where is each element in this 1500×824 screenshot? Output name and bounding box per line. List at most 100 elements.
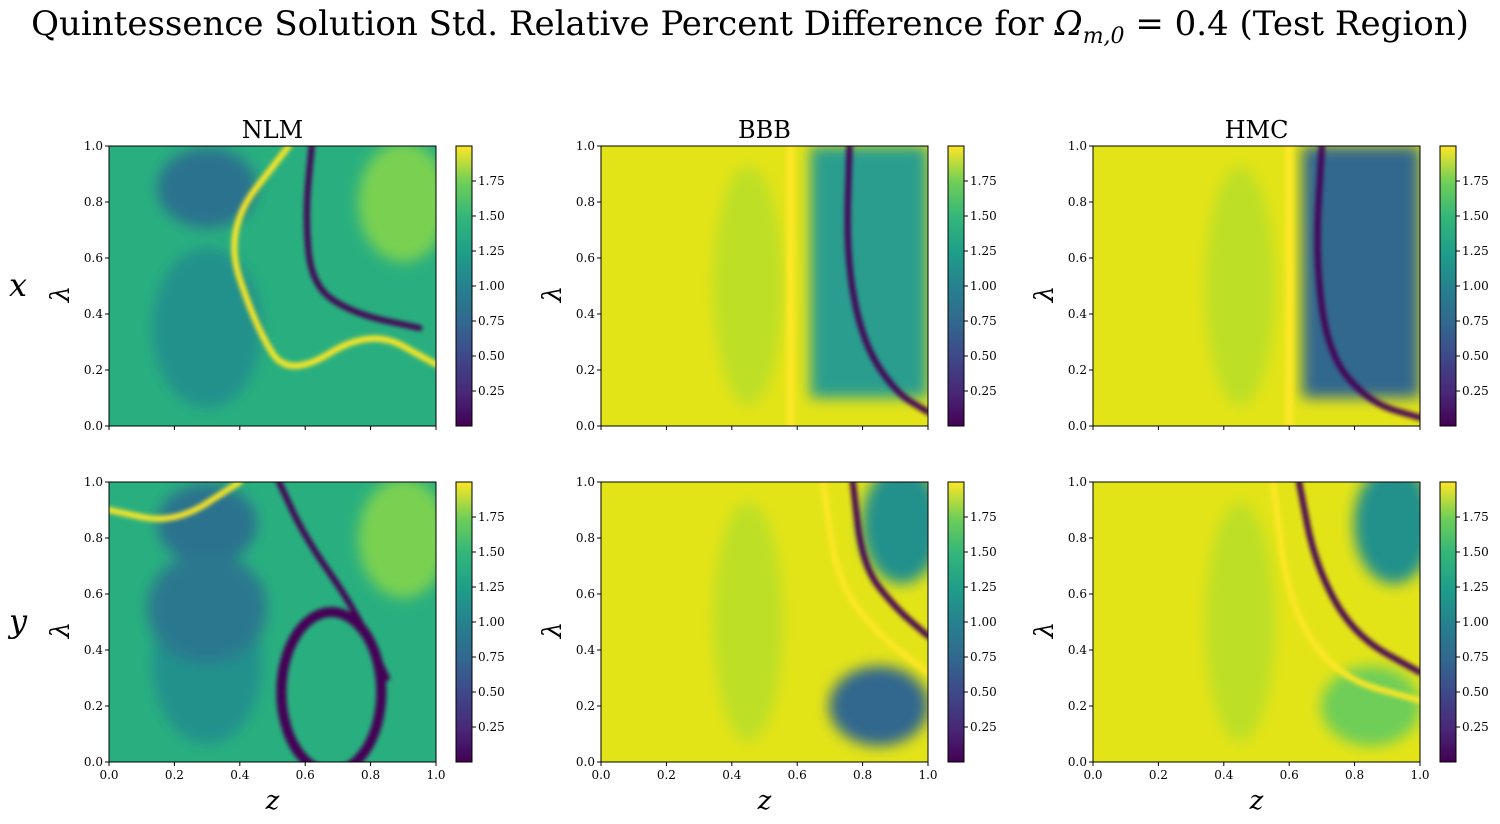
colorbar-tick-label: 0.50: [478, 349, 505, 363]
y-tick-label: 0.4: [1068, 643, 1087, 657]
y-tick-label: 0.6: [84, 251, 103, 265]
axes-frame: [1092, 145, 1421, 427]
heatmap-features: [109, 482, 390, 762]
shade-blob: [152, 248, 263, 408]
y-tick-label: 1.0: [1068, 475, 1087, 489]
shade-blob: [157, 484, 258, 564]
colorbar-tick-label: 1.25: [970, 580, 997, 594]
x-tick-label: 0.2: [1149, 768, 1168, 782]
row-label-y: y: [7, 602, 28, 640]
y-tick-label: 0.6: [576, 251, 595, 265]
colorbar-tick-label: 1.75: [478, 510, 505, 524]
y-tick-label: 0.2: [576, 363, 595, 377]
feature-curve: [820, 482, 928, 676]
y-tick-label: 1.0: [84, 139, 103, 153]
colorbar-tick-label: 1.75: [1462, 510, 1489, 524]
feature-curve: [1314, 146, 1420, 421]
colorbar: [1439, 481, 1457, 763]
x-tick-label: 0.6: [296, 768, 315, 782]
y-axis-label: λ: [46, 286, 76, 303]
colorbar: [947, 481, 965, 763]
x-tick-label: 0.4: [722, 768, 741, 782]
x-tick-label: 0.6: [1280, 768, 1299, 782]
y-tick-label: 0.4: [576, 307, 595, 321]
y-tick-label: 0.0: [84, 419, 103, 433]
heatmap-features: [231, 146, 436, 369]
feature-curve: [109, 482, 243, 522]
colorbar-tick-label: 0.75: [970, 650, 997, 664]
feature-curve: [303, 146, 423, 331]
colorbar-tick-label: 1.75: [970, 510, 997, 524]
y-tick-label: 1.0: [1068, 139, 1087, 153]
colorbar-tick-label: 1.00: [970, 279, 997, 293]
y-tick-label: 1.0: [576, 475, 595, 489]
colorbar-tick-label: 1.25: [478, 244, 505, 258]
shade-blob: [147, 553, 268, 663]
heatmap-features: [820, 482, 928, 676]
heatmap-features: [1285, 146, 1420, 426]
feature-curve: [231, 146, 436, 369]
figure-title-omega: Ω: [1054, 4, 1083, 44]
x-axis-label: z: [1249, 786, 1264, 816]
figure-title-suffix: = 0.4 (Test Region): [1124, 4, 1469, 44]
heatmap-panel-y-bbb: 0.0 0.2 0.4 0.6 0.8 1.0 0.0 0.2 0.4 0.6 0.8 1.0 λ z 0.…: [538, 475, 997, 816]
feature-curve: [844, 146, 928, 415]
shade-blob: [861, 482, 928, 584]
colorbar-tick-label: 1.25: [970, 244, 997, 258]
y-tick-label: 0.0: [84, 755, 103, 769]
colorbar-tick-label: 1.00: [478, 279, 505, 293]
y-tick-label: 0.0: [1068, 755, 1087, 769]
y-axis-label: λ: [538, 286, 568, 303]
colorbar-tick-label: 0.75: [1462, 650, 1489, 664]
colorbar-tick-label: 1.75: [1462, 174, 1489, 188]
y-tick-label: 0.4: [84, 643, 103, 657]
colorbar-tick-label: 1.25: [1462, 244, 1489, 258]
x-tick-label: 0.0: [591, 768, 610, 782]
shade-blob: [1320, 666, 1420, 746]
x-axis-label: z: [757, 786, 772, 816]
shade-blob: [713, 502, 784, 742]
feature-curve: [849, 482, 928, 639]
heatmap-shading: [1205, 146, 1420, 406]
y-tick-label: 0.2: [1068, 363, 1087, 377]
colorbar-tick-label: 1.50: [1462, 545, 1489, 559]
x-axis-label: z: [265, 786, 280, 816]
axes-frame: [108, 145, 437, 427]
y-tick-label: 1.0: [84, 475, 103, 489]
y-axis-label: λ: [538, 622, 568, 639]
feature-curve: [1296, 482, 1420, 676]
y-tick-label: 0.0: [576, 419, 595, 433]
heatmap-shading: [713, 146, 928, 406]
x-tick-label: 0.4: [1214, 768, 1233, 782]
colorbar: [947, 145, 965, 427]
colorbar-tick-label: 1.50: [1462, 209, 1489, 223]
colorbar-tick-label: 0.50: [970, 349, 997, 363]
y-tick-label: 0.6: [576, 587, 595, 601]
y-tick-label: 0.8: [84, 195, 103, 209]
heatmap-image: [601, 146, 928, 426]
x-tick-label: 1.0: [1410, 768, 1429, 782]
heatmap-shading: [1205, 482, 1420, 746]
y-axis-label: λ: [1030, 286, 1060, 303]
y-tick-label: 0.6: [1068, 251, 1087, 265]
heatmap-features: [1269, 482, 1420, 704]
heatmap-image: [601, 482, 928, 762]
y-axis-label: λ: [46, 622, 76, 639]
y-tick-label: 0.8: [84, 531, 103, 545]
colorbar-tick-label: 1.50: [478, 209, 505, 223]
figure-title-subscript: m,0: [1082, 23, 1125, 49]
panel-title: BBB: [738, 116, 791, 144]
colorbar-tick-label: 1.25: [478, 580, 505, 594]
y-tick-label: 0.2: [1068, 699, 1087, 713]
axes-frame: [600, 145, 929, 427]
x-tick-label: 1.0: [426, 768, 445, 782]
heatmap-shading: [147, 482, 436, 744]
colorbar-tick-label: 0.75: [478, 650, 505, 664]
colorbar-tick-label: 1.25: [1462, 580, 1489, 594]
shade-blob: [1353, 482, 1420, 584]
y-tick-label: 1.0: [576, 139, 595, 153]
heatmap-shading: [713, 482, 928, 746]
shade-blob: [713, 166, 784, 406]
y-tick-label: 0.2: [576, 699, 595, 713]
shade-blob: [1205, 502, 1276, 742]
